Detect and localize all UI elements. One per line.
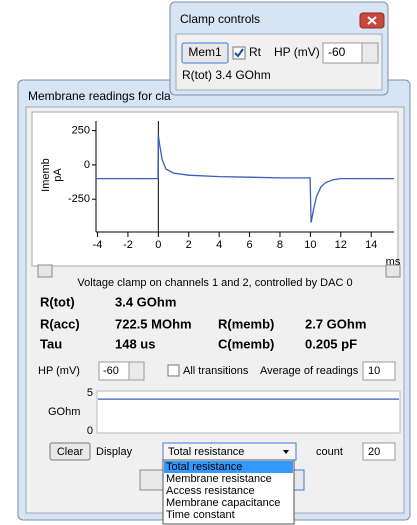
hp-spinner[interactable] (128, 361, 145, 381)
mem1-button[interactable] (181, 42, 229, 64)
dropdown-option[interactable]: Membrane resistance (166, 473, 272, 485)
reading-value: 2.7 GOhm (305, 316, 366, 331)
dropdown-option[interactable]: Total resistance (166, 461, 242, 473)
x-tick-label: -2 (123, 239, 133, 251)
scroll-right-button[interactable] (385, 264, 401, 278)
clamp-rtot: R(tot) 3.4 GOhm (182, 68, 271, 82)
rt-label: Rt (249, 45, 262, 59)
reading-value: 0.205 pF (305, 336, 357, 351)
count-value: 20 (368, 446, 380, 458)
x-tick-label: -4 (93, 239, 103, 251)
clamp-hp-spinner[interactable] (361, 42, 379, 64)
x-tick-label: 2 (186, 239, 192, 251)
option-highlight (164, 461, 293, 473)
clamp-title: Clamp controls (180, 12, 260, 26)
x-tick-label: 14 (365, 239, 377, 251)
hp-value: -60 (103, 365, 119, 377)
hp-label: HP (mV) (38, 365, 80, 377)
strip-plot (96, 390, 401, 434)
all-transitions-checkbox[interactable] (167, 364, 180, 377)
clear-button[interactable] (49, 442, 91, 461)
reading-value: 722.5 MOhm (115, 316, 192, 331)
dropdown-option[interactable]: Access resistance (166, 485, 255, 497)
display-selected: Total resistance (168, 446, 244, 458)
reading-value: 3.4 GOhm (115, 294, 176, 309)
mem1-label: Mem1 (188, 45, 222, 59)
count-label: count (316, 446, 343, 458)
y-label: Imemb (40, 158, 52, 192)
reading-label: R(acc) (40, 316, 80, 331)
plot-area (31, 111, 399, 267)
average-input[interactable] (362, 361, 396, 381)
y-tick-label: -250 (68, 193, 90, 205)
reading-value: 148 us (115, 336, 155, 351)
average-value: 10 (368, 365, 380, 377)
reading-label: C(memb) (218, 336, 274, 351)
reading-label: Tau (40, 336, 62, 351)
all-transitions-label: All transitions (183, 365, 249, 377)
x-tick-label: 12 (335, 239, 347, 251)
reading-label: R(memb) (218, 316, 274, 331)
strip-tick-label: 5 (87, 387, 93, 399)
x-tick-label: 10 (304, 239, 316, 251)
trace (96, 134, 394, 223)
window-title: Membrane readings for cla (28, 89, 171, 103)
dropdown-option[interactable]: Membrane capacitance (166, 497, 280, 509)
close-icon (367, 16, 377, 25)
y-unit: pA (52, 168, 64, 182)
dropdown-option[interactable]: Time constant (166, 509, 235, 521)
check-mark (234, 48, 244, 58)
hidden-button[interactable] (139, 469, 167, 491)
x-tick-label: 4 (216, 239, 222, 251)
clamp-hp-value: -60 (328, 45, 346, 59)
clear-label: Clear (57, 446, 84, 458)
clamp-hp-label: HP (mV) (274, 45, 320, 59)
y-tick-label: 250 (72, 125, 90, 137)
strip-unit: GOhm (48, 406, 80, 418)
y-tick-label: 0 (84, 159, 90, 171)
x-tick-label: 6 (246, 239, 252, 251)
strip-tick-label: 0 (87, 425, 93, 437)
display-label: Display (96, 446, 133, 458)
scroll-left-button[interactable] (37, 264, 53, 278)
x-tick-label: 0 (155, 239, 161, 251)
count-input[interactable] (362, 442, 396, 461)
status-text: Voltage clamp on channels 1 and 2, contr… (77, 277, 352, 289)
dropdown-arrow (283, 450, 289, 454)
x-tick-label: 8 (277, 239, 283, 251)
average-label: Average of readings (260, 365, 359, 377)
reading-label: R(tot) (40, 294, 75, 309)
